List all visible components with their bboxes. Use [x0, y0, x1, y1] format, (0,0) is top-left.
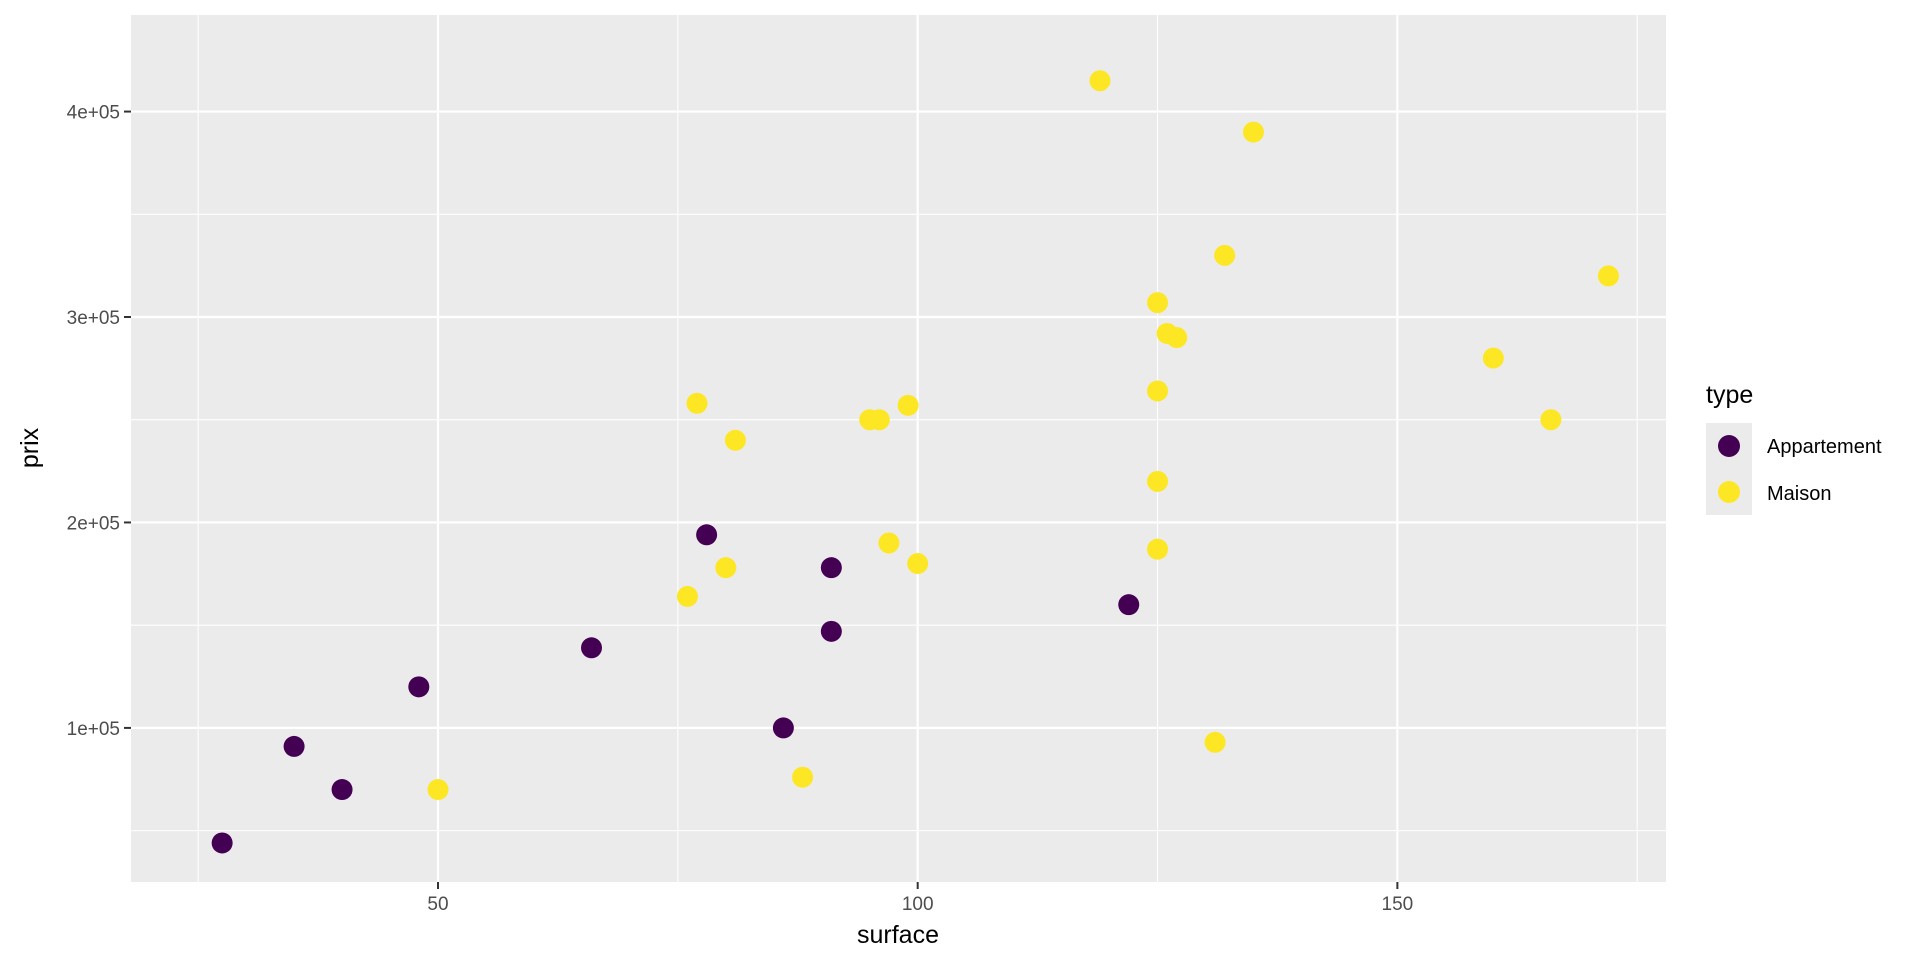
legend-label-maison: Maison — [1767, 483, 1831, 505]
point-maison — [1482, 347, 1504, 369]
point-appartement — [283, 735, 305, 757]
y-tick-label: 3e+05 — [67, 308, 120, 329]
point-appartement — [820, 620, 842, 642]
point-appartement — [331, 779, 353, 801]
legend-key-appartement — [1718, 435, 1740, 457]
x-axis-ticks: 50 100 150 — [427, 882, 1413, 915]
legend-key-maison — [1718, 481, 1740, 503]
point-maison — [1089, 70, 1111, 92]
x-tick-label: 50 — [427, 894, 448, 915]
point-maison — [907, 553, 929, 575]
legend-label-appartement: Appartement — [1767, 436, 1882, 458]
point-maison — [1147, 292, 1169, 314]
point-appartement — [820, 557, 842, 579]
legend: type Appartement Maison — [1706, 381, 1882, 515]
legend-title: type — [1706, 381, 1753, 409]
point-maison — [878, 532, 900, 554]
y-axis-title: prix — [16, 427, 44, 468]
point-maison — [1147, 470, 1169, 492]
point-appartement — [1118, 594, 1140, 616]
data-points — [211, 70, 1619, 854]
point-appartement — [408, 676, 430, 698]
point-maison — [427, 779, 449, 801]
point-appartement — [772, 717, 794, 739]
point-maison — [897, 394, 919, 416]
point-maison — [1540, 409, 1562, 431]
y-tick-label: 2e+05 — [67, 513, 120, 534]
point-maison — [1147, 538, 1169, 560]
point-maison — [724, 429, 746, 451]
point-maison — [1166, 327, 1188, 349]
point-appartement — [581, 637, 602, 659]
x-tick-label: 100 — [902, 894, 934, 915]
point-maison — [676, 585, 698, 607]
point-maison — [715, 557, 737, 579]
point-maison — [1597, 265, 1619, 287]
point-maison — [1242, 121, 1264, 143]
y-tick-label: 1e+05 — [67, 719, 120, 740]
point-maison — [1214, 244, 1236, 266]
point-appartement — [696, 524, 718, 546]
x-tick-label: 150 — [1382, 894, 1414, 915]
point-appartement — [211, 832, 233, 854]
minor-gridlines — [131, 15, 1666, 882]
point-maison — [868, 409, 890, 431]
y-tick-label: 4e+05 — [67, 103, 120, 124]
point-maison — [1204, 731, 1226, 753]
major-gridlines — [131, 15, 1666, 882]
y-axis-ticks: 1e+05 2e+05 3e+05 4e+05 — [67, 103, 131, 740]
point-maison — [1147, 380, 1169, 402]
point-maison — [686, 392, 708, 414]
point-maison — [792, 766, 814, 788]
plot-panel — [131, 15, 1666, 882]
x-axis-title: surface — [857, 921, 939, 949]
